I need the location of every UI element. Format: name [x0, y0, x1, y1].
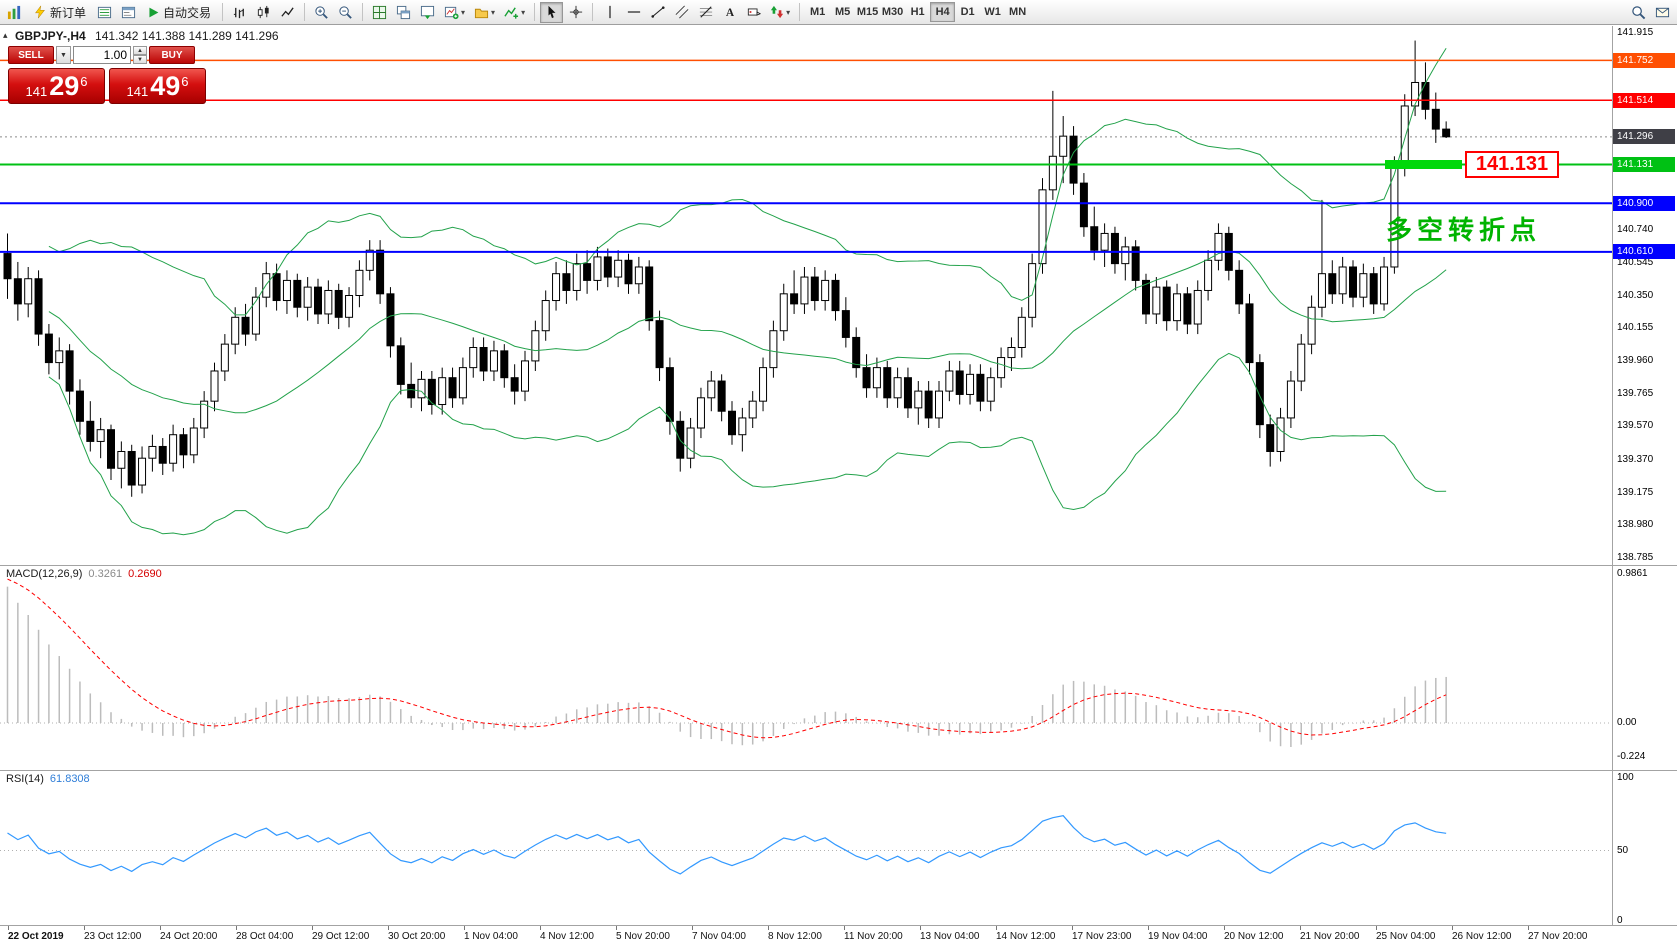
arrows-tool-icon — [770, 5, 784, 19]
bar-chart-button[interactable] — [228, 2, 251, 23]
zoom-out-icon — [339, 5, 352, 19]
community-button[interactable] — [1651, 2, 1674, 23]
cascade-windows-button[interactable] — [392, 2, 415, 23]
arrange-windows-icon — [420, 5, 435, 19]
search-button[interactable] — [1627, 2, 1650, 23]
dropdown-caret-icon: ▾ — [491, 7, 496, 17]
data-window-button[interactable] — [117, 2, 140, 23]
timeframe-h1-button[interactable]: H1 — [905, 2, 930, 22]
trendline-button[interactable] — [646, 2, 669, 23]
toolbar-separator — [362, 3, 364, 21]
sell-price-button[interactable]: 141 29 6 — [8, 68, 105, 104]
text-tool-button[interactable]: A — [718, 2, 741, 23]
data-window-icon — [121, 6, 136, 18]
timeframe-m15-button[interactable]: M15 — [855, 2, 880, 22]
market-watch-button[interactable] — [93, 2, 116, 23]
zoom-out-button[interactable] — [334, 2, 357, 23]
fibonacci-icon — [699, 6, 712, 18]
dropdown-caret-icon: ▾ — [786, 7, 791, 17]
one-click-trading-panel: SELL ▼ ▲ ▼ BUY 141 29 6 141 49 6 — [8, 46, 206, 104]
buy-price-pips: 49 — [150, 71, 181, 101]
cascade-windows-icon — [396, 5, 411, 19]
market-watch-icon — [97, 6, 112, 18]
vertical-line-icon — [608, 5, 611, 19]
candlestick-chart-button[interactable] — [252, 2, 275, 23]
arrows-tool-button[interactable]: ▾ — [766, 2, 794, 23]
svg-text:A: A — [725, 7, 734, 19]
timeframe-m30-button[interactable]: M30 — [880, 2, 905, 22]
new-order-button[interactable]: 新订单 — [27, 2, 92, 23]
dropdown-caret-icon: ▾ — [521, 7, 526, 17]
channel-button[interactable] — [670, 2, 693, 23]
tile-windows-button[interactable] — [368, 2, 391, 23]
zoom-in-icon — [315, 5, 328, 19]
timeframe-mn-button[interactable]: MN — [1005, 2, 1030, 22]
buy-price-prefix: 141 — [126, 84, 149, 99]
timeframe-m5-button[interactable]: M5 — [830, 2, 855, 22]
sell-price-prefix: 141 — [25, 84, 48, 99]
trendline-icon — [651, 6, 665, 18]
indicators-icon — [504, 6, 519, 19]
zoom-in-button[interactable] — [310, 2, 333, 23]
text-tool-icon: A — [725, 7, 734, 19]
sell-price-pipette: 6 — [80, 74, 88, 89]
timeframe-toolbar: M1 M5 M15 M30 H1 H4 D1 W1 MN — [805, 2, 1030, 22]
crosshair-icon — [569, 5, 582, 19]
sell-button[interactable]: SELL — [8, 46, 54, 64]
new-chart-icon — [444, 6, 459, 19]
volume-dropdown-button[interactable]: ▼ — [56, 46, 71, 64]
timeframe-h4-button[interactable]: H4 — [930, 2, 956, 22]
timeframe-m1-button[interactable]: M1 — [805, 2, 830, 22]
profiles-button[interactable]: ▾ — [470, 2, 499, 23]
line-chart-icon — [281, 6, 294, 17]
volume-input[interactable] — [73, 46, 131, 64]
label-tool-icon — [747, 8, 761, 16]
volume-stepper: ▲ ▼ — [133, 46, 147, 64]
line-chart-button[interactable] — [276, 2, 299, 23]
vertical-line-button[interactable] — [598, 2, 621, 23]
autotrade-label: 自动交易 — [163, 5, 212, 20]
new-chart-button[interactable]: ▾ — [440, 2, 469, 23]
buy-price-pipette: 6 — [181, 74, 189, 89]
autotrade-play-icon — [149, 7, 159, 17]
community-icon — [1655, 7, 1670, 17]
cursor-button[interactable] — [540, 1, 564, 23]
label-tool-button[interactable] — [742, 2, 765, 23]
profiles-icon — [474, 8, 489, 18]
toolbar-separator — [799, 3, 801, 21]
search-icon — [1632, 5, 1646, 19]
arrange-windows-button[interactable] — [416, 2, 439, 23]
toolbar-separator — [304, 3, 306, 21]
horizontal-line-icon — [627, 11, 640, 13]
toolbar-separator — [592, 3, 594, 21]
app-logo-icon — [3, 2, 26, 23]
toolbar: 新订单 自动交易 — [0, 0, 1677, 25]
dropdown-caret-icon: ▾ — [461, 7, 466, 17]
cursor-icon — [548, 5, 556, 19]
timeframe-d1-button[interactable]: D1 — [955, 2, 980, 22]
buy-button[interactable]: BUY — [149, 46, 195, 64]
tile-windows-icon — [372, 5, 387, 19]
new-order-label: 新订单 — [50, 5, 87, 20]
channel-icon — [675, 5, 689, 19]
collapse-trade-panel-button[interactable]: ▴ — [3, 30, 8, 40]
fibonacci-button[interactable] — [694, 2, 717, 23]
toolbar-separator — [534, 3, 536, 21]
volume-up-button[interactable]: ▲ — [133, 46, 147, 55]
buy-price-button[interactable]: 141 49 6 — [109, 68, 206, 104]
toolbar-separator — [222, 3, 224, 21]
new-order-icon — [35, 5, 45, 19]
indicators-button[interactable]: ▾ — [500, 2, 529, 23]
bar-chart-icon — [233, 7, 244, 18]
autotrade-button[interactable]: 自动交易 — [141, 2, 217, 23]
horizontal-line-button[interactable] — [622, 2, 645, 23]
sell-price-pips: 29 — [49, 71, 80, 101]
timeframe-w1-button[interactable]: W1 — [980, 2, 1005, 22]
crosshair-button[interactable] — [564, 2, 587, 23]
chevron-down-icon: ▼ — [60, 51, 67, 59]
candlestick-chart-icon — [257, 5, 269, 18]
volume-down-button[interactable]: ▼ — [133, 55, 147, 64]
